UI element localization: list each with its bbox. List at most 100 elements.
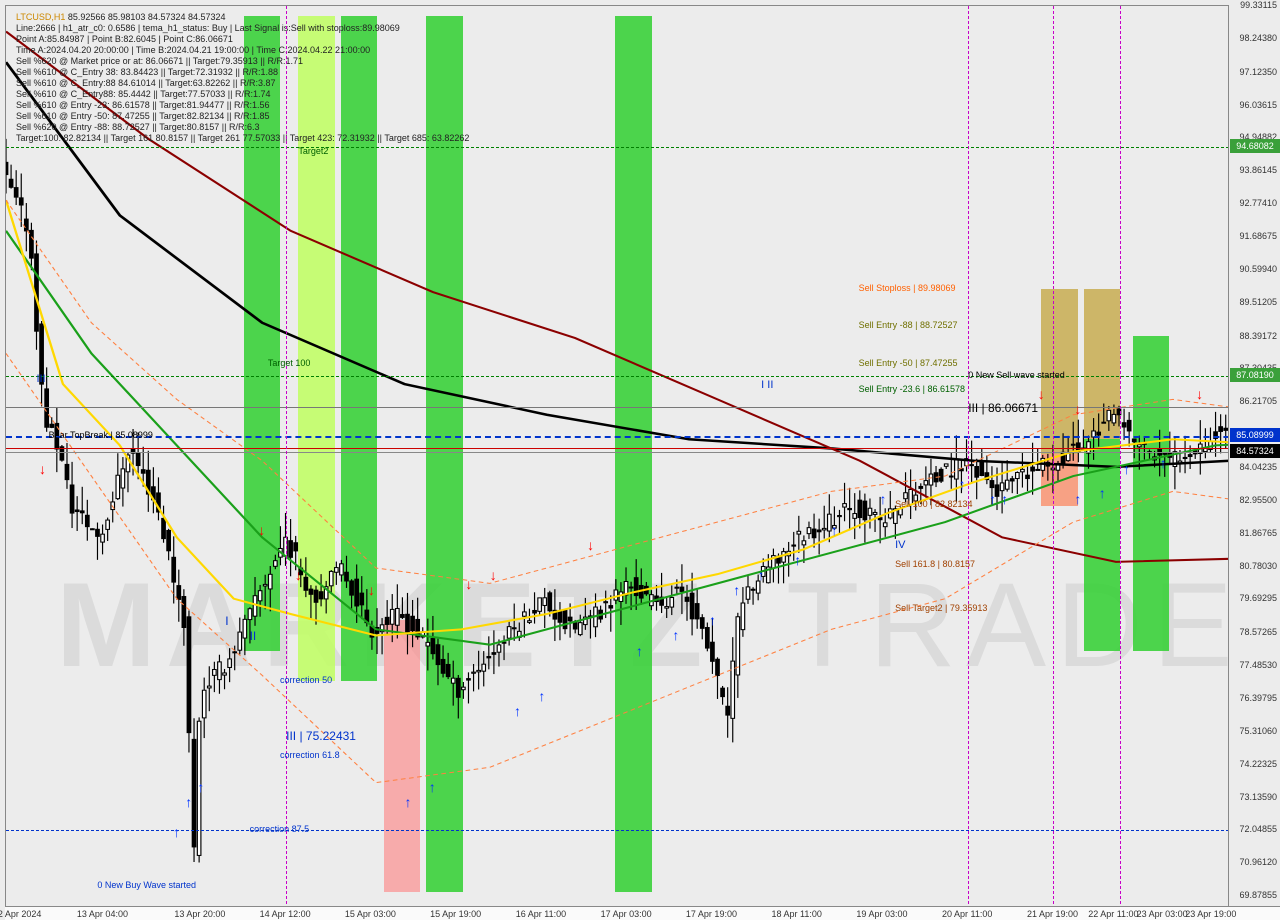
y-tick-label: 74.22325 [1239, 759, 1277, 769]
candle [731, 637, 735, 742]
arrow-up-icon: ↑ [959, 476, 966, 492]
x-tick-label: 23 Apr 19:00 [1185, 909, 1236, 919]
x-tick-label: 23 Apr 03:00 [1137, 909, 1188, 919]
chart-annotation: Sell 161.8 | 80.8157 [895, 559, 975, 569]
arrow-up-icon: ↑ [514, 703, 521, 719]
arrow-up-icon: ↑ [1001, 491, 1008, 507]
candle [86, 500, 90, 541]
info-line: Sell %620 @ Entry -88: 88.72527 || Targe… [16, 122, 469, 133]
candle [767, 554, 771, 583]
candle [777, 553, 781, 583]
candle [909, 469, 913, 519]
arrow-up-icon: ↑ [429, 779, 436, 795]
arrow-up-icon: ↑ [1099, 485, 1106, 501]
arrow-down-icon: ↓ [1074, 401, 1081, 417]
candle [50, 417, 54, 428]
candle [1183, 436, 1187, 473]
candle [1021, 453, 1025, 488]
y-tick-label: 86.21705 [1239, 396, 1277, 406]
horizontal-line [6, 147, 1280, 148]
candle [1193, 449, 1197, 459]
vertical-line [1120, 6, 1121, 909]
candle [726, 687, 730, 738]
y-tick-label: 75.31060 [1239, 726, 1277, 736]
arrow-up-icon: ↑ [709, 612, 716, 628]
chart-annotation: 0 New Buy Wave started [97, 880, 196, 890]
arrow-up-icon: ↑ [879, 491, 886, 507]
candle [751, 587, 755, 605]
candle [873, 509, 877, 532]
zone-rect [384, 620, 421, 892]
candle [80, 487, 84, 524]
info-line: Sell %620 @ Market price or at: 86.06671… [16, 56, 469, 67]
chart-annotation: II [250, 629, 257, 643]
candle [843, 483, 847, 521]
x-tick-label: 15 Apr 19:00 [430, 909, 481, 919]
candle [1224, 415, 1228, 449]
info-line: Time A:2024.04.20 20:00:00 | Time B:2024… [16, 45, 469, 56]
candle [746, 575, 750, 604]
candle [980, 449, 984, 476]
horizontal-line [6, 448, 1280, 449]
candle [75, 496, 79, 531]
arrow-up-icon: ↑ [733, 582, 740, 598]
y-tick-label: 98.24380 [1239, 33, 1277, 43]
candle [1026, 466, 1030, 491]
y-tick-label: 72.04855 [1239, 824, 1277, 834]
chart-annotation: 0 New Sell wave started [968, 370, 1065, 380]
info-line: Sell %610 @ C_Entry 38: 83.84423 || Targ… [16, 67, 469, 78]
candle [985, 455, 989, 484]
chart-annotation: Target2 [298, 146, 328, 156]
x-tick-label: 15 Apr 03:00 [345, 909, 396, 919]
x-tick-label: 13 Apr 20:00 [174, 909, 225, 919]
chart-annotation: III [36, 373, 45, 385]
symbol-label: LTCUSD,H1 [16, 12, 65, 22]
arrow-down-icon: ↓ [295, 567, 302, 583]
candle [19, 173, 23, 226]
candle [853, 493, 857, 539]
candle [1010, 476, 1014, 493]
arrow-up-icon: ↑ [538, 688, 545, 704]
chart-annotation: Sell 100 | 82.82134 [895, 499, 972, 509]
candle [1122, 409, 1126, 440]
arrow-down-icon: ↓ [39, 461, 46, 477]
y-tick-label: 76.39795 [1239, 693, 1277, 703]
candle [924, 466, 928, 497]
y-axis: 99.3311598.2438097.1235096.0361594.94882… [1228, 5, 1280, 910]
y-tick-label: 93.86145 [1239, 165, 1277, 175]
horizontal-line [6, 452, 1280, 453]
info-line: Sell %610 @ Entry -50: 87.47255 || Targe… [16, 111, 469, 122]
candle [1214, 412, 1218, 457]
y-tick-label: 69.87855 [1239, 890, 1277, 900]
arrow-up-icon: ↑ [197, 779, 204, 795]
price-marker: 87.08190 [1230, 368, 1280, 382]
chart-annotation: correction 87.5 [250, 824, 310, 834]
horizontal-line [6, 407, 1280, 408]
candle [772, 549, 776, 583]
candle [116, 453, 120, 500]
chart-annotation: III | 86.06671 [968, 401, 1038, 415]
candle [949, 453, 953, 489]
candle [807, 522, 811, 539]
candle [955, 435, 959, 501]
x-tick-label: 19 Apr 03:00 [856, 909, 907, 919]
candle [741, 587, 745, 637]
info-line: Point A:85.84987 | Point B:82.6045 | Poi… [16, 34, 469, 45]
chart-plot-area[interactable]: MARKETZ TRADE LTCUSD,H1 85.92566 85.9810… [5, 5, 1280, 910]
info-line: Sell %610 @ C_Entry:88 84.61014 || Targe… [16, 78, 469, 89]
price-marker: 85.08999 [1230, 428, 1280, 442]
x-axis: 12 Apr 202413 Apr 04:0013 Apr 20:0014 Ap… [5, 906, 1280, 920]
chart-annotation: I II [761, 379, 773, 391]
arrow-down-icon: ↓ [1196, 386, 1203, 402]
info-line: Sell %610 @ C_Entry88: 85.4442 || Target… [16, 89, 469, 100]
zone-rect [1084, 439, 1121, 651]
y-tick-label: 91.68675 [1239, 231, 1277, 241]
candle [192, 718, 196, 862]
candle [975, 459, 979, 500]
chart-annotation: Sell Entry -50 | 87.47255 [859, 358, 958, 368]
candle [782, 548, 786, 583]
candle [1127, 412, 1131, 446]
candle [817, 519, 821, 555]
y-tick-label: 97.12350 [1239, 67, 1277, 77]
arrow-up-icon: ↑ [404, 794, 411, 810]
